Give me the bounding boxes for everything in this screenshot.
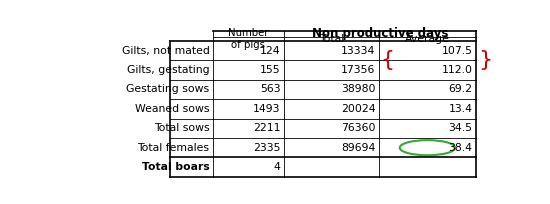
Text: 34.5: 34.5 — [448, 123, 472, 133]
Text: Total sows: Total sows — [154, 123, 210, 133]
Text: Total: Total — [319, 34, 344, 44]
Text: 155: 155 — [260, 65, 280, 75]
Text: 2335: 2335 — [253, 143, 280, 153]
Text: 112.0: 112.0 — [442, 65, 472, 75]
Text: Gilts, not mated: Gilts, not mated — [122, 45, 210, 55]
Text: {: { — [381, 50, 394, 70]
Text: 17356: 17356 — [341, 65, 376, 75]
Text: Gestating sows: Gestating sows — [126, 84, 210, 94]
Text: Total boars: Total boars — [142, 162, 210, 172]
Text: Average: Average — [405, 34, 450, 44]
Text: Non productive days: Non productive days — [312, 27, 448, 40]
Text: Total females: Total females — [138, 143, 210, 153]
Text: 20024: 20024 — [341, 104, 376, 114]
Text: 38.4: 38.4 — [448, 143, 472, 153]
Text: 69.2: 69.2 — [448, 84, 472, 94]
Text: 76360: 76360 — [341, 123, 376, 133]
Text: 13.4: 13.4 — [448, 104, 472, 114]
Text: Gilts, gestating: Gilts, gestating — [127, 65, 210, 75]
Text: }: } — [478, 50, 492, 70]
Text: 107.5: 107.5 — [442, 45, 472, 55]
Text: 124: 124 — [260, 45, 280, 55]
Text: 563: 563 — [260, 84, 280, 94]
Text: 89694: 89694 — [341, 143, 376, 153]
Text: Number
of pigs: Number of pigs — [228, 28, 268, 50]
Text: Weaned sows: Weaned sows — [135, 104, 210, 114]
Text: 1493: 1493 — [253, 104, 280, 114]
Text: 4: 4 — [274, 162, 280, 172]
Text: 38980: 38980 — [341, 84, 376, 94]
Text: 13334: 13334 — [341, 45, 376, 55]
Text: 2211: 2211 — [253, 123, 280, 133]
